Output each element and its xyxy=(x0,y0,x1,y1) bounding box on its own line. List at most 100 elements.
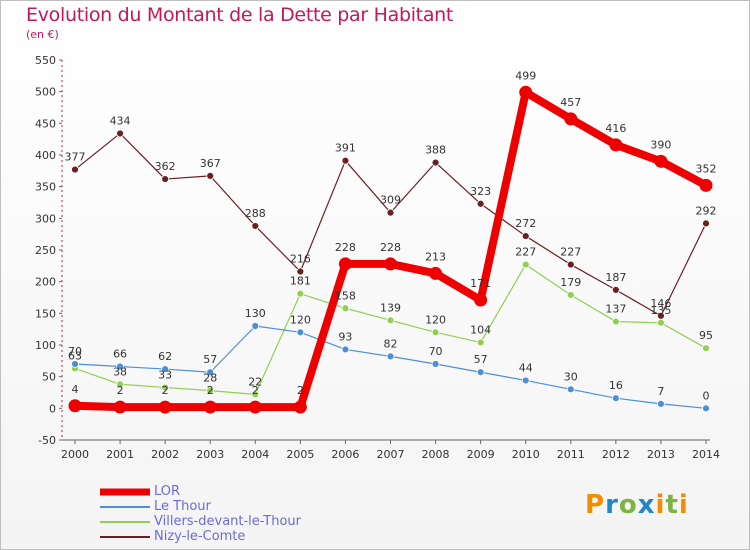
data-point-nizy-le-comte xyxy=(702,219,710,228)
data-label-le-thour: 57 xyxy=(203,353,217,366)
data-label-villers-devant-le-thour: 95 xyxy=(699,329,713,342)
data-label-villers-devant-le-thour: 137 xyxy=(605,303,626,316)
x-tick-label: 2002 xyxy=(151,448,179,461)
data-point-villers-devant-le-thour xyxy=(566,291,575,299)
data-point-le-thour xyxy=(431,360,440,368)
data-label-villers-devant-le-thour: 158 xyxy=(335,289,356,302)
data-label-le-thour: 93 xyxy=(338,330,352,343)
legend-swatch-le-thour xyxy=(100,505,150,508)
data-label-nizy-le-comte: 292 xyxy=(696,204,717,217)
data-point-nizy-le-comte xyxy=(566,260,575,269)
data-label-villers-devant-le-thour: 181 xyxy=(290,275,311,288)
data-label-nizy-le-comte: 227 xyxy=(560,246,581,259)
x-tick-label: 2006 xyxy=(331,448,359,461)
data-point-le-thour xyxy=(702,404,710,413)
data-label-le-thour: 44 xyxy=(519,361,533,374)
legend-label-villers: Villers-devant-le-Thour xyxy=(154,514,302,529)
data-point-villers-devant-le-thour xyxy=(431,328,440,337)
legend-item-le-thour: Le Thour xyxy=(100,499,360,514)
data-label-le-thour: 62 xyxy=(158,350,172,363)
data-label-villers-devant-le-thour: 38 xyxy=(113,365,127,378)
logo-letter: o xyxy=(618,490,638,520)
data-point-villers-devant-le-thour xyxy=(611,317,620,326)
data-point-le-thour xyxy=(566,385,575,394)
x-tick-label: 2001 xyxy=(106,448,134,461)
data-point-nizy-le-comte xyxy=(161,175,170,183)
legend-item-villers: Villers-devant-le-Thour xyxy=(100,514,360,529)
data-point-le-thour xyxy=(657,399,665,408)
data-label-villers-devant-le-thour: 120 xyxy=(425,313,446,326)
data-label-villers-devant-le-thour: 63 xyxy=(68,349,82,362)
data-point-nizy-le-comte xyxy=(116,129,124,138)
data-point-lor xyxy=(158,400,172,414)
logo-letter: i xyxy=(678,490,689,520)
y-tick-label: 200 xyxy=(35,276,56,289)
data-point-lor xyxy=(113,400,127,414)
data-point-nizy-le-comte xyxy=(431,158,440,167)
data-point-nizy-le-comte xyxy=(386,208,395,217)
data-point-lor xyxy=(203,400,217,414)
data-label-le-thour: 70 xyxy=(68,345,82,358)
data-point-lor xyxy=(338,257,352,271)
data-label-lor: 352 xyxy=(696,162,717,175)
legend-label-nizy: Nizy-le-Comte xyxy=(154,529,246,544)
data-point-villers-devant-le-thour xyxy=(702,344,710,353)
data-point-nizy-le-comte xyxy=(71,165,79,174)
data-label-lor: 4 xyxy=(72,383,79,396)
data-label-lor: 2 xyxy=(207,384,214,397)
data-label-le-thour: 120 xyxy=(290,313,311,326)
legend-swatch-lor xyxy=(100,488,150,495)
data-point-nizy-le-comte xyxy=(476,199,485,208)
data-point-le-thour xyxy=(116,362,124,371)
data-label-nizy-le-comte: 362 xyxy=(155,160,176,173)
data-label-nizy-le-comte: 377 xyxy=(65,151,86,164)
data-point-le-thour xyxy=(341,345,350,354)
data-point-lor xyxy=(474,293,488,307)
y-tick-label: 50 xyxy=(42,371,56,384)
y-tick-label: 250 xyxy=(35,244,56,257)
data-point-lor xyxy=(564,112,578,126)
y-tick-label: 150 xyxy=(35,307,56,320)
legend-swatch-nizy xyxy=(100,535,150,538)
x-tick-label: 2008 xyxy=(422,448,450,461)
data-label-le-thour: 70 xyxy=(429,345,443,358)
data-label-lor: 2 xyxy=(252,384,259,397)
data-label-nizy-le-comte: 288 xyxy=(245,207,266,220)
logo-letter: r xyxy=(605,490,619,520)
data-label-nizy-le-comte: 391 xyxy=(335,142,356,155)
data-label-lor: 2 xyxy=(162,384,169,397)
data-label-lor: 213 xyxy=(425,250,446,263)
data-label-villers-devant-le-thour: 104 xyxy=(470,323,491,336)
data-label-lor: 457 xyxy=(560,96,581,109)
y-tick-label: -50 xyxy=(38,434,56,447)
data-label-nizy-le-comte: 434 xyxy=(110,114,131,127)
data-point-le-thour xyxy=(251,322,260,330)
data-point-lor xyxy=(248,400,262,414)
x-tick-label: 2014 xyxy=(692,448,720,461)
data-point-le-thour xyxy=(521,376,530,385)
x-tick-label: 2000 xyxy=(61,448,89,461)
legend-label-le-thour: Le Thour xyxy=(154,499,211,514)
data-point-lor xyxy=(654,154,668,168)
legend: LOR Le Thour Villers-devant-le-Thour Niz… xyxy=(100,484,360,544)
data-label-villers-devant-le-thour: 33 xyxy=(158,368,172,381)
data-point-lor xyxy=(609,138,623,152)
x-tick-label: 2009 xyxy=(467,448,495,461)
data-label-nizy-le-comte: 187 xyxy=(605,271,626,284)
data-label-lor: 499 xyxy=(515,69,536,82)
data-label-lor: 228 xyxy=(380,241,401,254)
data-point-lor xyxy=(293,400,307,414)
data-point-le-thour xyxy=(386,352,395,361)
data-point-lor xyxy=(68,399,82,413)
data-label-villers-devant-le-thour: 179 xyxy=(560,276,581,289)
logo-letter: i xyxy=(655,490,666,520)
legend-item-lor: LOR xyxy=(100,484,360,499)
data-label-lor: 2 xyxy=(297,384,304,397)
data-point-le-thour xyxy=(206,368,215,377)
data-label-nizy-le-comte: 388 xyxy=(425,144,446,157)
data-point-villers-devant-le-thour xyxy=(251,390,260,399)
data-point-villers-devant-le-thour xyxy=(296,289,305,298)
data-point-nizy-le-comte xyxy=(521,232,530,240)
